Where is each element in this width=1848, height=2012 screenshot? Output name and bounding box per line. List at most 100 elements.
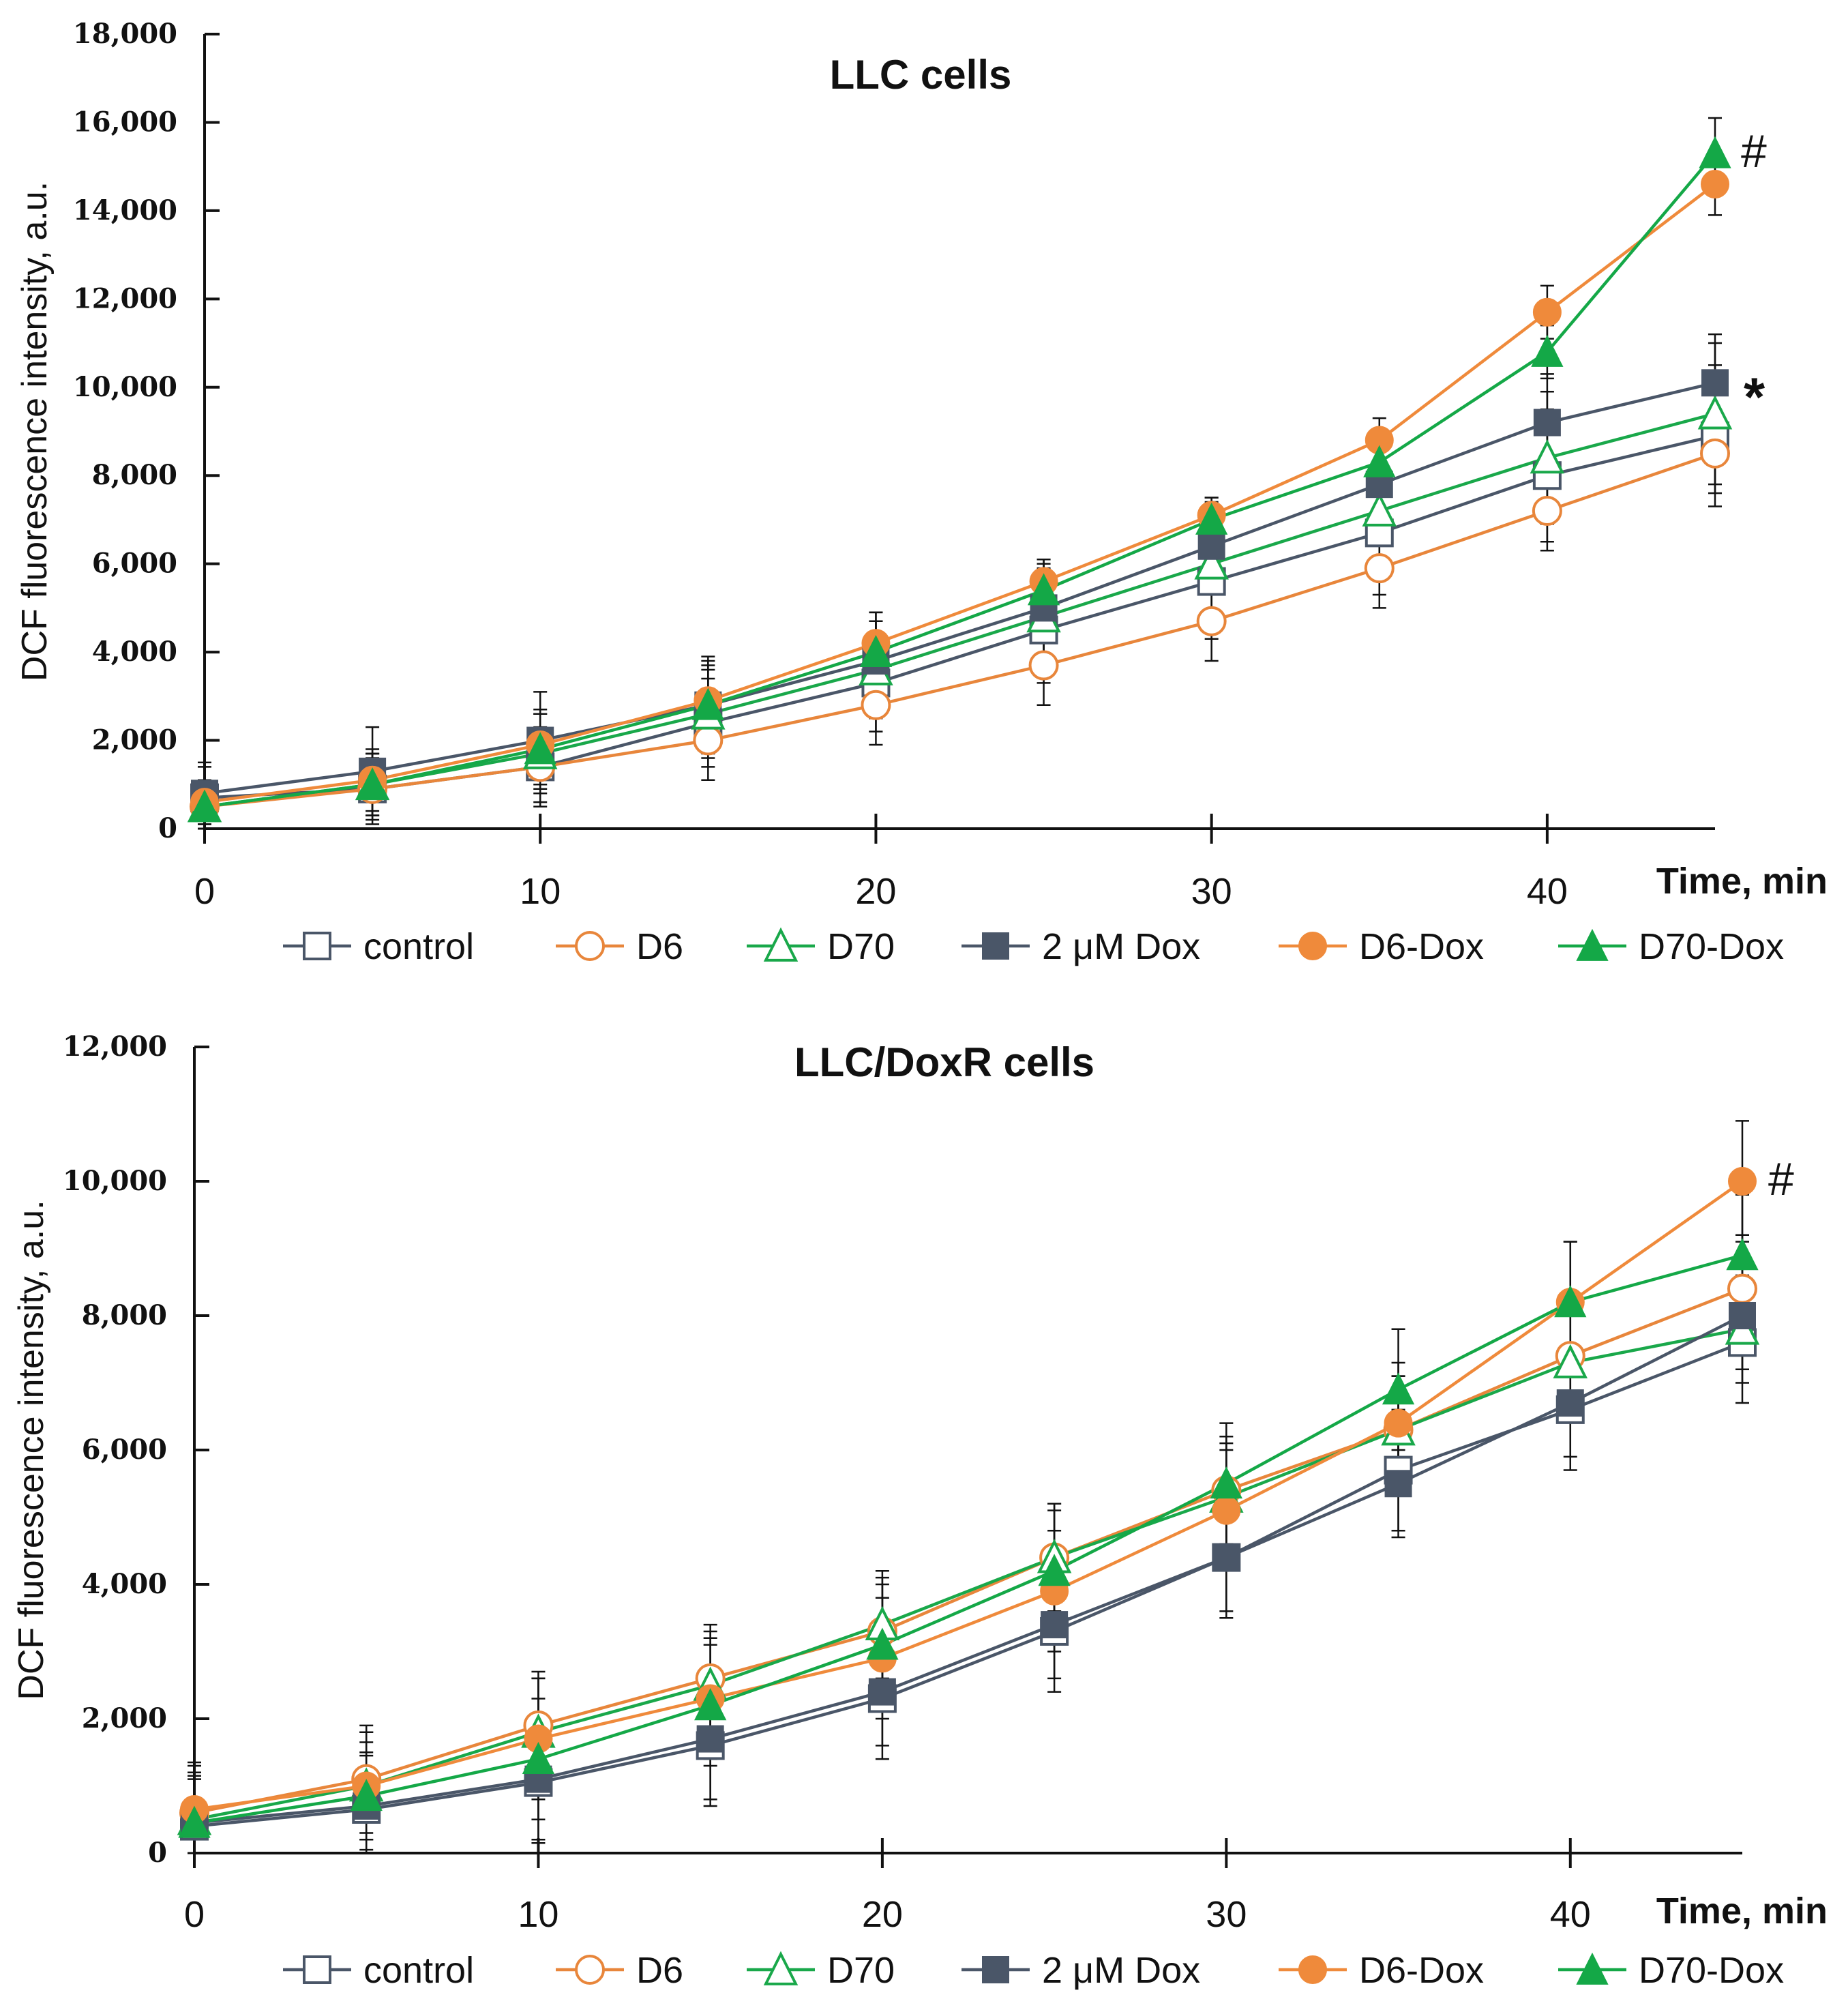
legend-item: D70-Dox bbox=[1558, 926, 1784, 967]
series-line-d6-dox bbox=[204, 183, 1716, 804]
legend-marker bbox=[303, 932, 331, 960]
legend-marker bbox=[303, 1955, 331, 1984]
legend-label: D6-Dox bbox=[1359, 1950, 1484, 1991]
series-line-d70 bbox=[204, 412, 1716, 808]
series-markers-0 bbox=[190, 421, 1729, 812]
data-point bbox=[1701, 369, 1729, 397]
series-line-d6 bbox=[204, 452, 1716, 808]
legend-label: D70-Dox bbox=[1639, 926, 1784, 967]
data-point bbox=[1195, 502, 1228, 535]
data-point bbox=[350, 1779, 383, 1811]
series-line-d70-dox bbox=[194, 1254, 1743, 1824]
data-point bbox=[178, 1805, 211, 1838]
y-tick-label: 4,000 bbox=[92, 636, 177, 668]
legend-item: D70 bbox=[747, 926, 895, 967]
data-point bbox=[1530, 439, 1565, 474]
error-bars-2 bbox=[188, 1274, 1749, 1854]
series-markers-2 bbox=[187, 395, 1733, 823]
series-line-d70 bbox=[194, 1327, 1743, 1821]
error-bars-3 bbox=[188, 1260, 1749, 1854]
y-tick-label: 12,000 bbox=[63, 1031, 167, 1063]
x-tick-label: 30 bbox=[1191, 871, 1232, 912]
error-bars-5 bbox=[188, 1194, 1749, 1854]
y-tick-label: 6,000 bbox=[82, 1434, 167, 1466]
series-line-d70-dox bbox=[204, 152, 1716, 808]
data-point bbox=[1729, 1302, 1756, 1329]
y-tick-label: 2,000 bbox=[82, 1702, 167, 1734]
series-line-control bbox=[204, 434, 1716, 799]
y-tick-label: 2,000 bbox=[92, 724, 177, 756]
legend-item: D70-Dox bbox=[1558, 1950, 1784, 1991]
chart-title: LLC/DoxR cells bbox=[794, 1039, 1094, 1085]
data-point bbox=[1196, 606, 1227, 636]
data-point bbox=[866, 1627, 899, 1660]
data-point bbox=[859, 634, 893, 668]
significance-marker: * bbox=[1744, 366, 1765, 427]
data-point bbox=[522, 1741, 555, 1774]
data-point bbox=[1212, 1543, 1240, 1571]
legend-item: D6-Dox bbox=[1279, 926, 1484, 967]
legend: control D6 D70 2 μM Dox D6-Dox D70-Dox bbox=[283, 1950, 1784, 1991]
x-tick-label: 40 bbox=[1527, 871, 1568, 912]
legend-item: D6 bbox=[556, 1950, 683, 1991]
data-point bbox=[1382, 1372, 1415, 1405]
legend-item: control bbox=[283, 926, 474, 967]
y-tick-label: 4,000 bbox=[82, 1568, 167, 1600]
x-tick-label: 20 bbox=[862, 1894, 903, 1935]
y-tick-label: 0 bbox=[148, 1837, 167, 1869]
data-point bbox=[1384, 1470, 1412, 1498]
data-point bbox=[1038, 1554, 1071, 1586]
legend-label: D6-Dox bbox=[1359, 926, 1484, 967]
legend-item: 2 μM Dox bbox=[962, 1950, 1200, 1991]
legend-item: D6-Dox bbox=[1279, 1950, 1484, 1991]
data-point bbox=[1728, 1167, 1757, 1196]
series-markers-2 bbox=[177, 1310, 1760, 1835]
y-tick-label: 16,000 bbox=[73, 106, 177, 138]
data-point bbox=[1197, 532, 1225, 560]
x-axis-label: Time, min bbox=[1656, 1891, 1828, 1932]
series-line-control bbox=[194, 1341, 1743, 1828]
series-line-2-m-dox bbox=[194, 1314, 1744, 1824]
y-tick-label: 6,000 bbox=[92, 548, 177, 580]
data-point bbox=[1194, 545, 1229, 580]
series-line-2-m-dox bbox=[204, 381, 1716, 795]
y-tick-label: 18,000 bbox=[73, 18, 177, 50]
legend-marker bbox=[982, 1956, 1009, 1983]
legend-marker bbox=[763, 1951, 799, 1985]
y-tick-label: 10,000 bbox=[63, 1165, 167, 1197]
data-point bbox=[1532, 297, 1562, 327]
legend-marker bbox=[1576, 928, 1609, 961]
x-tick-label: 30 bbox=[1206, 1894, 1247, 1935]
data-point bbox=[1028, 650, 1059, 681]
data-point bbox=[356, 767, 389, 800]
data-point bbox=[1027, 573, 1060, 606]
y-tick-label: 0 bbox=[158, 812, 177, 844]
data-point bbox=[693, 725, 724, 756]
x-tick-label: 20 bbox=[855, 871, 896, 912]
legend-label: control bbox=[363, 1950, 474, 1991]
x-tick-label: 0 bbox=[184, 1894, 205, 1935]
data-point bbox=[1727, 1273, 1757, 1304]
data-point bbox=[188, 789, 221, 822]
series-markers-5 bbox=[178, 1238, 1759, 1838]
y-tick-label: 8,000 bbox=[92, 459, 177, 491]
data-point bbox=[868, 1678, 896, 1706]
data-point bbox=[1533, 409, 1561, 437]
series-markers-4 bbox=[180, 1167, 1757, 1824]
y-tick-label: 8,000 bbox=[82, 1299, 167, 1331]
legend-label: 2 μM Dox bbox=[1042, 1950, 1200, 1991]
error-bars-3 bbox=[198, 333, 1722, 825]
legend-label: D6 bbox=[636, 1950, 683, 1991]
series-line-d6 bbox=[194, 1287, 1743, 1815]
data-point bbox=[1212, 1496, 1241, 1525]
data-point bbox=[1362, 492, 1397, 527]
data-point bbox=[696, 1725, 724, 1753]
data-point bbox=[1384, 1408, 1413, 1438]
data-point bbox=[1532, 496, 1562, 526]
data-point bbox=[1699, 136, 1731, 168]
legend-marker bbox=[1576, 1952, 1609, 1985]
legend-label: D70-Dox bbox=[1639, 1950, 1784, 1991]
significance-marker: # bbox=[1741, 125, 1767, 177]
chart-title: LLC cells bbox=[830, 52, 1012, 98]
